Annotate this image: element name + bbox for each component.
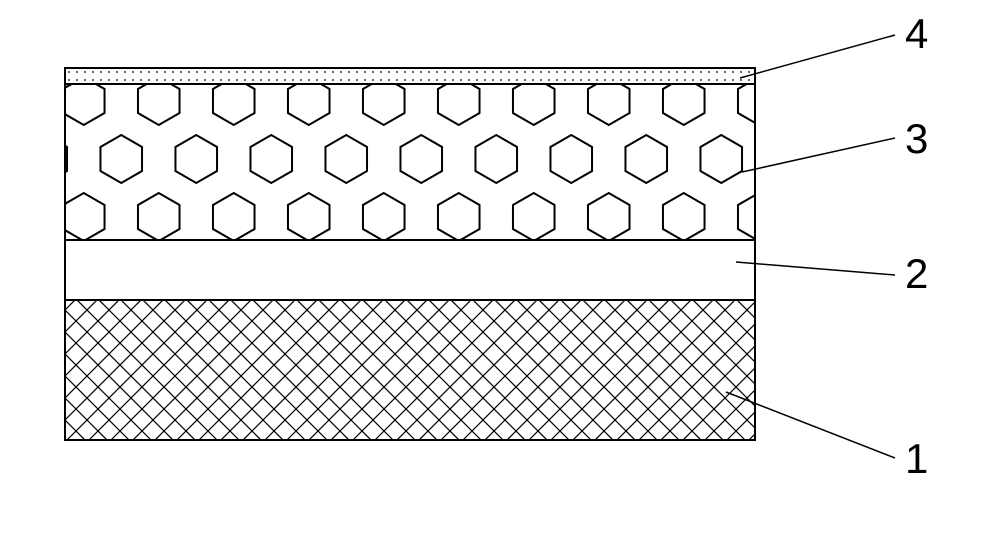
layer-3 <box>65 84 755 242</box>
leader-line-2 <box>736 262 895 275</box>
layer-1 <box>65 300 755 440</box>
layer-diagram <box>65 68 755 483</box>
layer-label-4: 4 <box>905 10 928 58</box>
layer-label-2: 2 <box>905 250 928 298</box>
layer-label-1: 1 <box>905 435 928 483</box>
diagram-svg <box>65 68 755 483</box>
layer-label-3: 3 <box>905 115 928 163</box>
layer-2 <box>65 240 755 302</box>
leader-line-4 <box>740 35 895 78</box>
leader-line-3 <box>742 138 895 172</box>
